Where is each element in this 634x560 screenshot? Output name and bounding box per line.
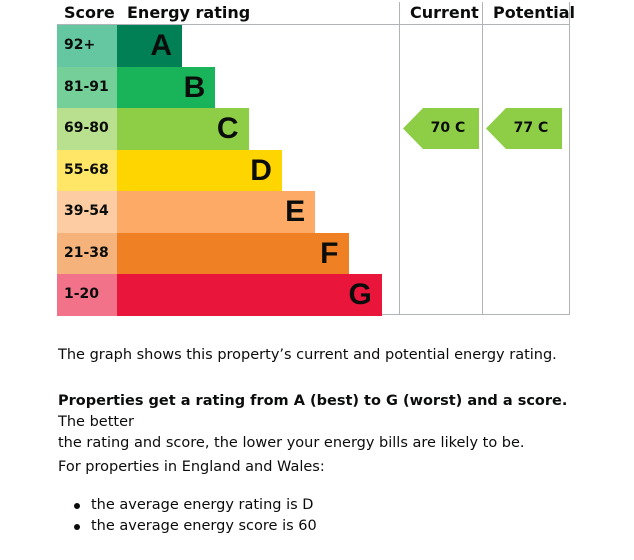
rating-explanation: Properties get a rating from A (best) to…	[58, 391, 578, 454]
list-item: the average energy rating is D	[58, 495, 317, 516]
band-bar: D	[117, 149, 282, 191]
chart-top-border	[57, 24, 570, 25]
band-bar: B	[117, 66, 216, 108]
band-bar: E	[117, 191, 316, 233]
potential-column-left-border	[482, 2, 483, 315]
rating-band-e: 39-54 E	[57, 191, 399, 233]
bullet-average-score: the average energy score is 60	[91, 518, 317, 534]
current-arrow-shape	[403, 108, 479, 150]
band-score: 39-54	[57, 191, 117, 233]
header-potential: Potential	[493, 3, 576, 22]
averages-list: the average energy rating is D the avera…	[58, 495, 317, 537]
band-score: 69-80	[57, 108, 117, 150]
current-rating-label: 70 C	[430, 120, 466, 137]
bullet-average-rating: the average energy rating is D	[91, 497, 314, 513]
rating-explanation-line2: the rating and score, the lower your ene…	[58, 435, 525, 451]
list-item: the average energy score is 60	[58, 516, 317, 537]
rating-explanation-bold: Properties get a rating from A (best) to…	[58, 393, 568, 409]
band-letter: C	[216, 112, 239, 145]
band-bar: A	[117, 25, 182, 67]
band-letter: G	[348, 278, 372, 311]
region-text: For properties in England and Wales:	[58, 457, 325, 478]
band-bar: F	[117, 232, 349, 274]
current-column-left-border	[399, 2, 400, 315]
region-label: For properties in England and Wales:	[58, 459, 325, 475]
chart-right-border	[569, 2, 570, 315]
rating-band-b: 81-91 B	[57, 66, 399, 108]
band-letter: E	[285, 195, 306, 228]
rating-band-g: 1-20 G	[57, 274, 399, 316]
band-bar: C	[117, 108, 249, 150]
band-score: 55-68	[57, 149, 117, 191]
band-letter: A	[150, 29, 172, 62]
band-score: 21-38	[57, 232, 117, 274]
band-score: 92+	[57, 25, 117, 67]
rating-band-c: 69-80 C	[57, 108, 399, 150]
band-letter: D	[250, 153, 272, 187]
header-energy-rating: Energy rating	[127, 3, 251, 22]
header-score: Score	[64, 3, 115, 22]
rating-band-a: 92+ A	[57, 25, 399, 67]
band-score: 81-91	[57, 66, 117, 108]
potential-rating-arrow: 77 C	[486, 108, 562, 150]
rating-band-f: 21-38 F	[57, 232, 399, 274]
rating-band-d: 55-68 D	[57, 149, 399, 191]
chart-description: The graph shows this property’s current …	[58, 345, 557, 366]
band-letter: F	[320, 236, 339, 270]
rating-explanation-rest: The better	[58, 414, 134, 430]
band-bar: G	[117, 274, 382, 316]
header-current: Current	[410, 3, 479, 22]
potential-rating-label: 77 C	[513, 120, 549, 137]
energy-rating-chart: Score Energy rating Current Potential 92…	[57, 2, 575, 316]
potential-arrow-shape	[486, 108, 562, 150]
current-rating-arrow: 70 C	[403, 108, 479, 150]
intro-text: The graph shows this property’s current …	[58, 347, 557, 363]
band-score: 1-20	[57, 274, 117, 316]
band-letter: B	[183, 70, 206, 104]
